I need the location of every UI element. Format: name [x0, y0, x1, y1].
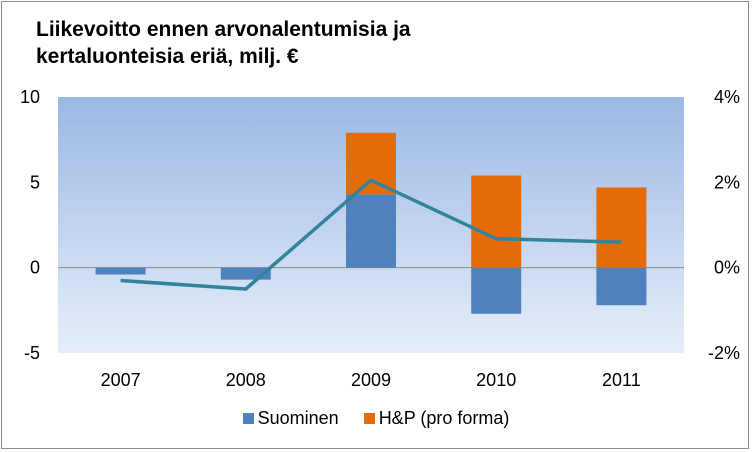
- bar-hp-2009: [346, 132, 396, 195]
- bar-hp-2010: [471, 175, 522, 268]
- bar-suominen-2009: [346, 194, 396, 268]
- y-right-tick: 4%: [714, 87, 740, 107]
- legend-item-hp: H&P (pro forma): [363, 408, 510, 429]
- series-line: [120, 178, 622, 291]
- y-right-tick: 0%: [714, 258, 740, 278]
- y-left-tick: -5: [24, 343, 40, 363]
- legend-swatch-hp: [363, 413, 375, 424]
- x-tick-2007: 2007: [101, 370, 141, 390]
- legend-swatch-suominen: [242, 413, 254, 424]
- x-tick-2010: 2010: [476, 370, 516, 390]
- y-right-tick: -2%: [708, 343, 740, 363]
- chart-title: Liikevoitto ennen arvonalentumisia ja ke…: [36, 18, 411, 68]
- legend: Suominen H&P (pro forma): [0, 408, 752, 429]
- bar-suominen-2010: [471, 267, 522, 314]
- y-left-tick: 5: [30, 172, 40, 192]
- x-tick-2009: 2009: [351, 370, 391, 390]
- legend-item-suominen: Suominen: [242, 408, 339, 429]
- legend-label-suominen: Suominen: [257, 408, 339, 428]
- x-tick-2011: 2011: [602, 370, 641, 390]
- y-left-tick: 10: [20, 87, 40, 107]
- x-tick-2008: 2008: [226, 370, 266, 390]
- y-left-tick: 0: [30, 258, 40, 278]
- bar-suominen-2007: [95, 267, 146, 275]
- y-right-tick: 2%: [714, 172, 740, 192]
- legend-label-hp: H&P (pro forma): [378, 408, 510, 428]
- bar-hp-2011: [596, 187, 647, 268]
- bar-suominen-2011: [596, 267, 647, 306]
- bar-suominen-2008: [220, 267, 271, 280]
